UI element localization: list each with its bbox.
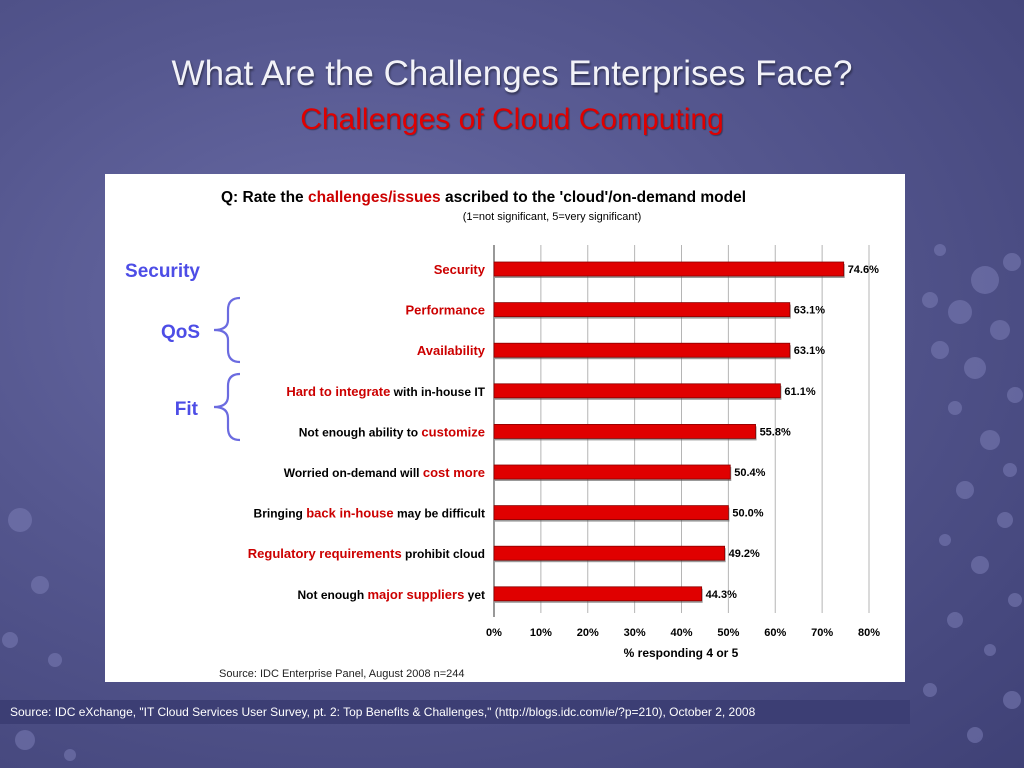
slide-title: What Are the Challenges Enterprises Face… (171, 54, 853, 93)
bar (493, 342, 791, 358)
category-label-part: Worried on-demand will (284, 466, 423, 480)
chart-title: Q: Rate the challenges/issues ascribed t… (221, 189, 746, 206)
category-label: Performance (406, 303, 485, 318)
x-tick-label: 30% (624, 627, 646, 639)
bar (493, 464, 731, 480)
category-label-part: Availability (417, 343, 486, 358)
x-tick-label: 50% (717, 627, 739, 639)
bar (493, 505, 729, 521)
bar (493, 261, 845, 277)
category-label: Hard to integrate with in-house IT (286, 384, 485, 399)
value-label: 63.1% (794, 345, 825, 357)
bar (493, 586, 703, 602)
chart-title-part-2: ascribed to the 'cloud'/on-demand model (441, 189, 746, 206)
x-tick-label: 70% (811, 627, 833, 639)
bar (493, 383, 781, 399)
slide-subtitle: Challenges of Cloud Computing (300, 103, 724, 136)
category-label-part: back in-house (306, 506, 393, 521)
value-label: 49.2% (729, 548, 760, 560)
x-tick-label: 40% (670, 627, 692, 639)
category-label-part: Hard to integrate (286, 384, 390, 399)
category-label-part: Security (434, 262, 486, 277)
category-label-part: cost more (423, 465, 485, 480)
category-label: Availability (417, 343, 486, 358)
category-label: Not enough major suppliers yet (298, 587, 485, 602)
category-label-part: with in-house IT (390, 385, 485, 399)
value-label: 74.6% (848, 264, 879, 276)
value-label: 50.0% (732, 508, 763, 520)
category-label: Regulatory requirements prohibit cloud (248, 546, 485, 561)
category-label: Worried on-demand will cost more (284, 465, 485, 480)
chart-title-part-0: Q: Rate the (221, 189, 308, 206)
group-label-security: Security (125, 261, 200, 282)
bar (493, 423, 756, 439)
x-tick-label: 10% (530, 627, 552, 639)
x-tick-label: 80% (858, 627, 880, 639)
category-label-part: customize (421, 424, 485, 439)
value-label: 55.8% (760, 426, 791, 438)
category-label: Security (434, 262, 486, 277)
category-label-part: Not enough ability to (299, 425, 422, 439)
x-axis-label: % responding 4 or 5 (624, 646, 739, 660)
chart-subtitle: (1=not significant, 5=very significant) (463, 211, 642, 223)
chart-title-part-1: challenges/issues (308, 189, 441, 206)
x-tick-labels: 0% 10% 20% 30% 40% 50% 60% 70% 80% (486, 627, 880, 639)
value-label: 44.3% (706, 589, 737, 601)
group-label-fit: Fit (175, 399, 199, 420)
bar (493, 545, 726, 561)
group-label-qos: QoS (161, 322, 200, 343)
x-tick-label: 0% (486, 627, 502, 639)
x-tick-label: 60% (764, 627, 786, 639)
value-label: 61.1% (784, 386, 815, 398)
chart-source: Source: IDC Enterprise Panel, August 200… (219, 668, 465, 680)
category-label-part: major suppliers (368, 587, 465, 602)
category-label-part: yet (464, 588, 485, 602)
category-label-part: Performance (406, 303, 485, 318)
bar (493, 302, 791, 318)
fit-brace (213, 372, 241, 442)
source-citation: Source: IDC eXchange, "IT Cloud Services… (0, 700, 910, 724)
x-tick-label: 20% (577, 627, 599, 639)
value-labels: 74.6% 63.1% 63.1% 61.1% 55.8% 50.4% 50.0% 49.2%… (706, 264, 879, 601)
category-label: Bringing back in-house may be difficult (254, 506, 485, 521)
category-label-part: Bringing (254, 507, 307, 521)
category-label-part: Not enough (298, 588, 368, 602)
value-label: 50.4% (734, 467, 765, 479)
category-label: Not enough ability to customize (299, 424, 485, 439)
category-label-part: may be difficult (394, 507, 485, 521)
value-label: 63.1% (794, 305, 825, 317)
category-label-part: prohibit cloud (402, 547, 485, 561)
bars (493, 261, 845, 603)
qos-brace (213, 296, 241, 364)
category-labels: Security Performance Availability Hard to i… (248, 262, 486, 602)
category-label-part: Regulatory requirements (248, 546, 402, 561)
